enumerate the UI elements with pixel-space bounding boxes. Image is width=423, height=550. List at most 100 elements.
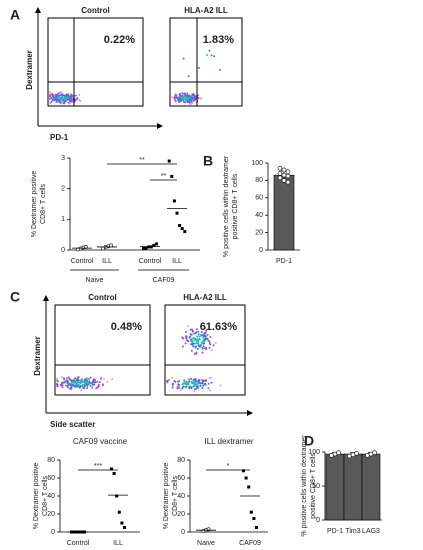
flow-dot [198,66,201,69]
flow-dot [181,386,184,389]
y-tick-label: 0 [259,247,263,254]
flow-dot [102,378,105,381]
flow-dot [184,342,187,345]
flow-dot [170,376,173,379]
flow-dot [188,386,191,389]
flow-dot [173,96,176,99]
flow-dot [204,347,207,350]
point [167,159,171,163]
point [170,174,174,178]
flow-dot [193,381,196,384]
y-axis-label: positive CD8+ T cells [310,453,317,519]
y-tick-label: 100 [308,449,320,456]
y-tick-label: 20 [255,229,263,236]
flow-dot [52,99,55,102]
y-tick-label: 100 [251,160,263,167]
flow-dot [49,90,51,93]
flow-dot [54,93,57,96]
flow-dot [79,381,82,384]
flow-dot [201,351,204,354]
flow-title: Control [81,6,109,15]
flow-dot [197,330,200,333]
flow-dot [203,339,206,342]
flow-dot [204,335,207,338]
flow-dot [204,379,207,382]
flow-dot [88,382,91,385]
flow-dot [77,384,80,387]
x-tick-label: Control [67,540,90,547]
y-axis-label: % Dextramer positive [33,463,40,530]
flow-dot [171,383,174,386]
flow-dot [198,337,201,340]
flow-dot [72,385,75,388]
flow-dot [186,325,189,328]
flow-dot [97,385,100,388]
y-axis-label: positive CD8+ T cells [232,173,239,239]
flow-dot [171,96,173,99]
flow-dot [201,387,204,390]
flow-dot [198,335,201,338]
flow-dot [76,381,79,384]
x-tick-label: ILL [113,540,123,547]
flow-dot [177,96,180,99]
flow-percent: 61.63% [200,321,238,333]
flow-dot [182,57,185,60]
flow-title: HLA-A2 ILL [184,6,228,15]
flow-dot [193,97,196,100]
flow-dot [193,390,196,393]
flow-dot [49,96,51,99]
flow-dot [209,343,212,346]
flow-dot [185,97,188,100]
flow-dot [93,383,96,386]
flow-dot [67,376,70,379]
flow-dot [179,389,182,392]
flow-dot [196,340,199,343]
flow-dot [190,102,193,105]
flow-dot [76,377,79,380]
y-tick-label: 40 [177,493,185,500]
flow-dot [181,345,184,348]
flow-percent: 0.22% [104,34,135,46]
flow-dot [210,54,213,57]
point [112,472,116,475]
y-axis-label: CD8+ T cells [40,184,47,225]
flow-dot [106,380,109,383]
bar [343,453,363,521]
flow-dot [73,381,76,384]
y-tick-label: 20 [177,511,185,518]
x-tick-label: ILL [172,258,182,265]
point [142,246,145,250]
flow-dot [196,347,199,350]
x-tick-label: Control [71,258,94,265]
flow-dot [192,385,195,388]
point [252,517,256,520]
flow-dot [191,93,194,96]
flow-dot [80,378,83,381]
flow-dot [83,382,86,385]
flow-dot [189,335,192,338]
flow-dot [51,93,54,96]
point [281,172,287,178]
flow-dot [196,386,199,389]
flow-dot [193,339,196,342]
point [175,211,179,215]
flow-dot [63,94,66,97]
point [336,450,341,455]
flow-dot [193,353,196,356]
flow-dot [72,379,75,382]
flow-dot [200,331,203,334]
flow-dot [111,378,114,381]
flow-dot [196,385,199,388]
flow-dot [59,101,62,104]
flow-dot [199,344,202,347]
flow-dot [192,337,195,340]
flow-dot [70,93,73,96]
group-label: CAF09 [153,277,175,284]
point [277,171,283,176]
flow-dot [197,382,200,385]
flow-dot [202,334,205,337]
panel-label: B [203,153,213,169]
flow-dot [182,337,185,340]
y-tick-label: 20 [47,511,55,518]
